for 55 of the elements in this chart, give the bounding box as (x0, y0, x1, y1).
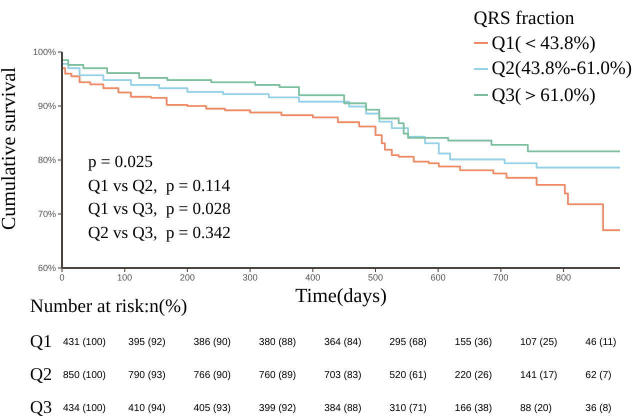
text: 88 (20) (520, 403, 552, 414)
y-tick-label: 60% (38, 263, 56, 274)
text: 36 (8) (585, 403, 612, 414)
text: 295 (68) (390, 337, 427, 348)
legend-label: Q3(＞61.0%) (492, 84, 596, 108)
text: Q2 (30, 364, 52, 385)
text: 46 (11) (585, 337, 616, 348)
y-tick-label: 100% (32, 47, 56, 58)
text: 364 (84) (324, 337, 362, 348)
text: 386 (90) (194, 337, 231, 348)
text: 107 (25) (520, 337, 558, 348)
text: Number at risk:n(%) (30, 296, 188, 318)
text: 155 (36) (454, 337, 492, 348)
text: 431 (100) (63, 337, 106, 348)
x-axis-title: Time(days) (295, 285, 387, 307)
y-tick-label: 70% (38, 209, 56, 220)
text: 790 (93) (128, 370, 166, 381)
x-tick-label: 300 (242, 272, 258, 282)
text: 310 (71) (390, 403, 427, 414)
text: 760 (89) (258, 370, 296, 381)
x-tick-label: 600 (430, 272, 446, 282)
x-tick-label: 500 (368, 272, 383, 282)
x-tick-label: 200 (180, 272, 195, 282)
legend-label: Q2(43.8%-61.0%) (492, 58, 632, 80)
text: 766 (90) (194, 370, 231, 381)
y-tick-label: 80% (38, 155, 56, 166)
annotation: p = 0.025 (88, 151, 154, 173)
annotation: Q2 vs Q3, p = 0.342 (88, 222, 231, 244)
y-tick-label: 90% (38, 101, 56, 112)
x-tick-label: 0 (59, 272, 65, 282)
text: 520 (61) (390, 370, 427, 381)
y-axis-title: Cumulative survival (0, 66, 20, 230)
legend-title: QRS fraction (474, 8, 576, 30)
text: 384 (88) (324, 403, 362, 414)
text: 62 (7) (585, 370, 612, 381)
x-tick-label: 100 (117, 272, 132, 282)
text: 380 (88) (258, 337, 296, 348)
annotation: Q1 vs Q2, p = 0.114 (88, 174, 231, 197)
x-tick-label: 400 (305, 272, 320, 282)
text: 399 (92) (258, 403, 296, 414)
x-tick-label: 700 (493, 272, 508, 282)
text: 166 (38) (454, 403, 492, 414)
annotation: Q1 vs Q3, p = 0.028 (88, 198, 231, 220)
legend-label: Q1(＜43.8%) (492, 32, 596, 56)
text: 850 (100) (63, 370, 106, 381)
text: 434 (100) (63, 403, 106, 414)
text: Q3 (30, 397, 52, 416)
x-tick-label: 800 (556, 272, 572, 282)
text: 405 (93) (194, 403, 231, 414)
text: Q1 (30, 331, 52, 352)
text: 410 (94) (128, 403, 166, 414)
text: 220 (26) (454, 370, 492, 381)
text: 141 (17) (520, 370, 558, 381)
text: 395 (92) (128, 337, 166, 348)
text: 703 (83) (324, 370, 362, 381)
